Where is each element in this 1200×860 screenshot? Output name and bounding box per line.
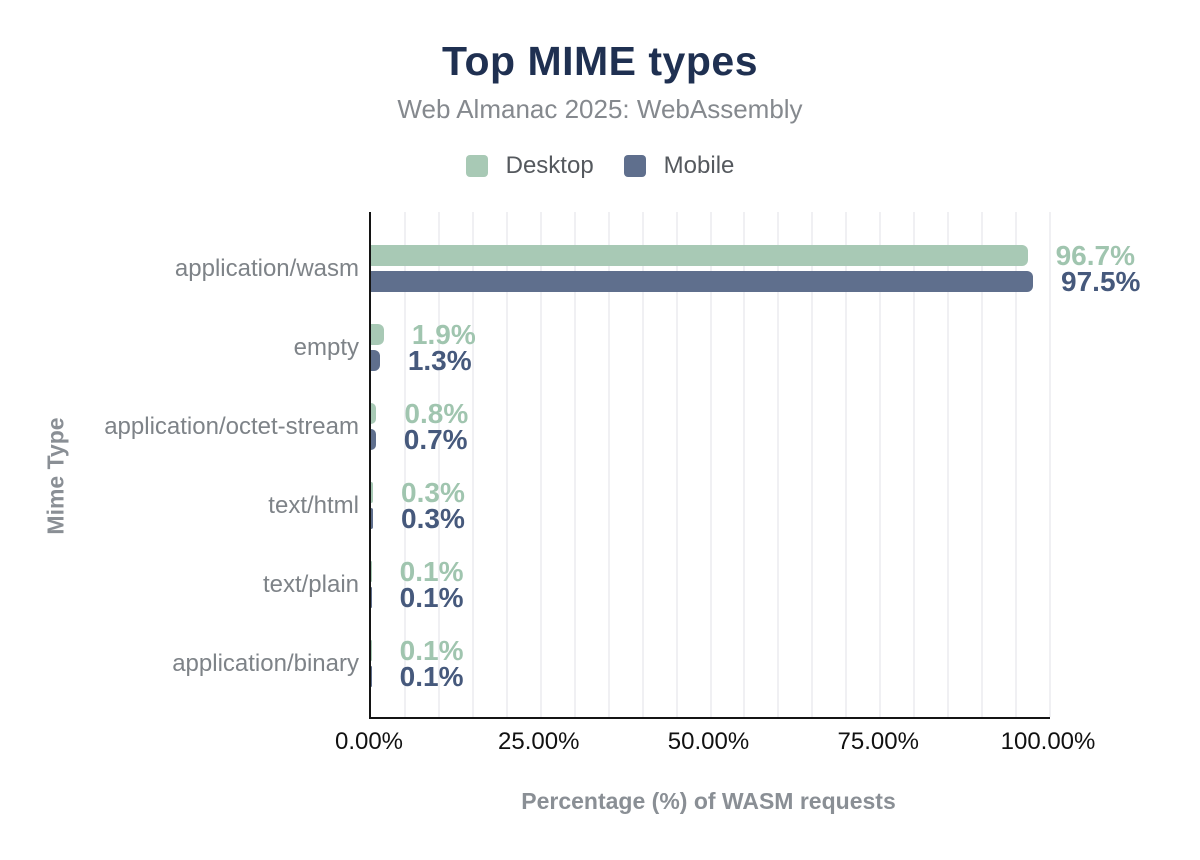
category-label-text-plain: text/plain — [262, 570, 359, 598]
bar-mobile-text-plain — [371, 587, 372, 608]
x-tick-label-0: 0.00% — [334, 728, 404, 755]
gridline — [1049, 212, 1051, 717]
gridline — [777, 212, 780, 717]
value-label-mobile-text-html: 0.3% — [401, 503, 465, 534]
barline-mobile-empty: 1.3% — [371, 345, 1050, 376]
gridline — [879, 212, 882, 717]
value-label-desktop-text-plain: 0.1% — [399, 556, 464, 587]
gridline — [641, 212, 644, 717]
gridline — [505, 212, 508, 717]
gridline — [845, 212, 848, 717]
gridline — [913, 212, 916, 717]
gridline — [947, 212, 950, 717]
x-axis-title: Percentage (%) of WASM requests — [521, 788, 896, 814]
gridline — [811, 212, 814, 717]
legend-item-desktop: Desktop — [465, 152, 594, 180]
value-label-desktop-application-wasm: 96.7% — [1055, 240, 1135, 271]
barline-desktop-application-octet-stream: 0.8% — [371, 398, 1050, 429]
category-label-application-binary: application/binary — [172, 649, 359, 677]
gridline — [743, 212, 746, 717]
category-label-application-octet-stream: application/octet-stream — [104, 412, 359, 440]
value-label-desktop-text-html: 0.3% — [401, 477, 465, 508]
barline-desktop-application-binary: 0.1% — [371, 635, 1050, 666]
legend-item-mobile: Mobile — [623, 152, 735, 180]
bar-mobile-empty — [371, 350, 380, 371]
category-label-application-wasm: application/wasm — [174, 254, 359, 282]
chart-row-text-html: text/html 0.3% 0.3% — [268, 466, 1050, 545]
bar-desktop-empty — [371, 324, 384, 345]
barline-mobile-application-wasm: 97.5% — [371, 268, 1140, 296]
barline-mobile-text-plain: 0.1% — [371, 582, 1050, 613]
value-label-mobile-application-wasm: 97.5% — [1061, 266, 1141, 297]
x-tick-label-3: 75.00% — [837, 728, 919, 755]
gridline — [471, 212, 474, 717]
value-label-mobile-application-octet-stream: 0.7% — [403, 424, 468, 455]
chart-row-empty: empty 1.9% 1.3% — [294, 308, 1050, 387]
category-label-text-html: text/html — [268, 491, 359, 519]
barline-mobile-text-html: 0.3% — [371, 503, 1050, 534]
x-tick-label-2: 50.00% — [667, 728, 750, 755]
gridline — [981, 212, 984, 717]
gridline — [437, 212, 440, 717]
barline-mobile-application-binary: 0.1% — [371, 661, 1050, 692]
gridline — [539, 212, 542, 717]
chart-row-application-octet-stream: application/octet-stream 0.8% 0.7% — [104, 387, 1050, 466]
chart-title: Top MIME types — [441, 38, 759, 84]
chart-row-application-wasm: application/wasm 96.7% 97.5% — [175, 229, 1141, 308]
chart-row-application-binary: application/binary 0.1% 0.1% — [172, 624, 1050, 703]
bar-desktop-text-plain — [371, 561, 372, 582]
y-axis-title: Mime Type — [42, 417, 69, 535]
x-tick-label-4: 100.00% — [1000, 728, 1096, 755]
bar-desktop-application-wasm — [371, 245, 1028, 266]
gridline — [403, 212, 406, 717]
bar-mobile-text-html — [371, 508, 374, 529]
x-axis-ticks: 0.00% 25.00% 50.00% 75.00% 100.00% — [335, 728, 1095, 756]
legend-swatch-desktop — [465, 155, 488, 177]
barline-desktop-text-html: 0.3% — [371, 477, 1050, 508]
bar-mobile-application-binary — [371, 666, 372, 687]
bar-desktop-application-binary — [371, 640, 372, 661]
gridline — [573, 212, 576, 717]
value-label-desktop-application-octet-stream: 0.8% — [404, 398, 469, 429]
gridline — [607, 212, 610, 717]
chart-row-text-plain: text/plain 0.1% 0.1% — [263, 545, 1050, 624]
value-label-mobile-application-binary: 0.1% — [399, 661, 464, 692]
gridline — [1015, 212, 1018, 717]
value-label-desktop-application-binary: 0.1% — [399, 635, 464, 666]
barline-desktop-text-plain: 0.1% — [371, 556, 1050, 587]
x-tick-label-1: 25.00% — [498, 728, 580, 755]
plot-area: application/wasm 96.7% 97.5% empty 1.9% 1.3% a… — [104, 212, 1141, 719]
bar-desktop-text-html — [371, 482, 374, 503]
category-label-empty: empty — [293, 333, 359, 361]
barline-mobile-application-octet-stream: 0.7% — [371, 424, 1050, 455]
value-label-desktop-empty: 1.9% — [411, 319, 476, 350]
legend-label-desktop: Desktop — [505, 152, 594, 179]
gridline — [709, 212, 712, 717]
bar-mobile-application-wasm — [371, 271, 1034, 292]
barline-desktop-application-wasm: 96.7% — [371, 242, 1135, 270]
legend: Desktop Mobile — [0, 152, 1200, 180]
rows: application/wasm 96.7% 97.5% empty 1.9% 1.3% a… — [104, 212, 1141, 717]
chart-subtitle: Web Almanac 2025: WebAssembly — [397, 94, 803, 124]
bar-desktop-application-octet-stream — [371, 403, 377, 424]
value-label-mobile-text-plain: 0.1% — [399, 582, 464, 613]
value-label-mobile-empty: 1.3% — [407, 345, 472, 376]
bar-mobile-application-octet-stream — [371, 429, 376, 450]
barline-desktop-empty: 1.9% — [371, 319, 1050, 350]
legend-label-mobile: Mobile — [663, 152, 735, 179]
gridline — [675, 212, 678, 717]
legend-swatch-mobile — [623, 155, 646, 177]
